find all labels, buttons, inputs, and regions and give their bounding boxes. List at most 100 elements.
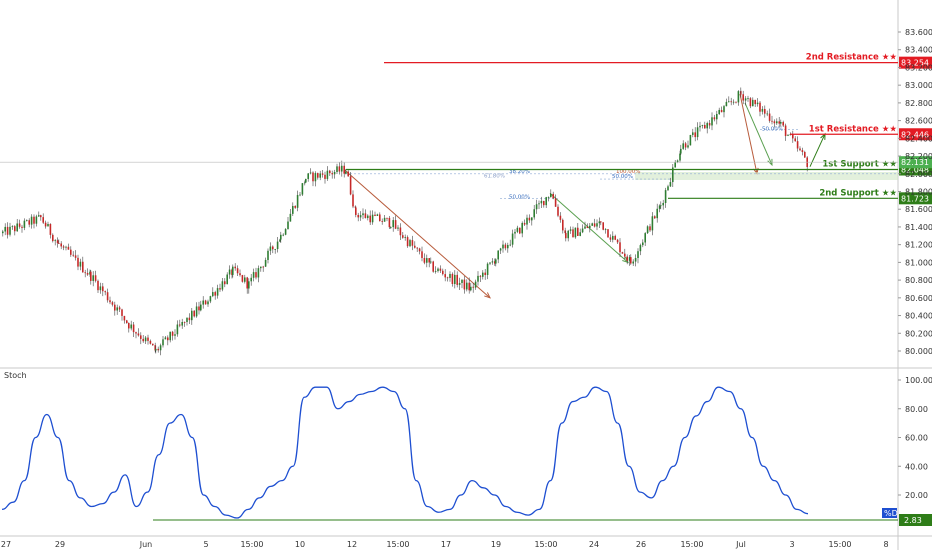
stoch-tick-label: 20.00: [905, 491, 928, 500]
candle-body: [414, 245, 416, 248]
candle-body: [392, 220, 394, 228]
candle-body: [704, 125, 706, 129]
time-tick-label: 5: [203, 540, 208, 549]
candle-body: [624, 253, 626, 257]
candle-body: [768, 113, 771, 121]
candle-body: [430, 261, 432, 263]
candle-body: [135, 332, 137, 334]
candle-body: [531, 217, 533, 221]
candle-body: [309, 172, 312, 174]
candle-body: [152, 343, 154, 346]
candle-body: [732, 101, 735, 103]
price-tick-label: 81.400: [905, 223, 932, 232]
candle-body: [543, 200, 545, 206]
levels: 2nd Resistance ★★83.254 1st Resistance ★★…: [0, 53, 932, 205]
fib-label: 50.00%: [612, 174, 633, 180]
candle-body: [333, 171, 336, 175]
candle-body: [607, 229, 609, 238]
candle-body: [167, 337, 169, 341]
price-tick-label: 83.600: [905, 28, 932, 37]
candle-body: [236, 268, 239, 274]
candle-body: [255, 272, 257, 278]
candle-body: [584, 226, 586, 229]
candle-body: [577, 227, 579, 236]
candle-body: [183, 321, 186, 323]
candle-body: [371, 214, 374, 223]
candle-body: [434, 271, 437, 272]
candle-body: [97, 280, 99, 291]
candle-body: [35, 216, 38, 224]
candle-body: [404, 237, 406, 238]
axes: 83.600 83.400 83.200 83.000 82.800 82.600 82.4…: [1, 28, 932, 549]
candle-body: [239, 273, 241, 276]
candle-body: [720, 109, 723, 113]
candle-body: [644, 233, 646, 243]
candle-body: [533, 209, 535, 218]
candle-body: [248, 281, 250, 289]
candle-body: [299, 194, 301, 196]
candle-body: [626, 256, 628, 261]
candle-body: [343, 165, 345, 174]
candle-body: [773, 121, 776, 124]
candle-body: [463, 279, 466, 290]
candle-body: [305, 178, 307, 183]
candle-body: [287, 221, 289, 230]
candle-body: [489, 262, 491, 264]
candle-body: [142, 338, 144, 342]
candle-body: [16, 223, 18, 232]
candle-body: [40, 215, 42, 218]
candle-body: [574, 227, 577, 238]
candle-body: [92, 275, 94, 281]
candle-body: [406, 237, 409, 247]
price-tick-label: 81.200: [905, 241, 932, 250]
candle-body: [186, 317, 188, 323]
candle-body: [526, 217, 528, 225]
candle-body: [689, 134, 692, 146]
stoch-legend-tag-text: %D: [884, 509, 898, 518]
candle-body: [181, 321, 183, 326]
candle-body: [54, 240, 56, 242]
candle-body: [111, 302, 114, 305]
candle-body: [179, 324, 181, 326]
candle-body: [494, 261, 496, 264]
candle-body: [479, 275, 482, 277]
candle-body: [699, 125, 701, 128]
candle-body: [586, 226, 589, 228]
level-price-tag-text: 82.446: [901, 130, 929, 139]
candle-body: [680, 148, 682, 154]
candle-body: [289, 213, 292, 222]
candle-body: [569, 229, 572, 231]
candle-body: [756, 102, 759, 105]
candle-body: [212, 292, 214, 297]
candle-body: [209, 296, 212, 302]
candle-body: [174, 334, 176, 336]
candle-body: [628, 257, 631, 261]
candle-body: [262, 266, 264, 268]
candle-body: [572, 229, 574, 238]
candle-body: [658, 205, 661, 209]
candle-body: [102, 286, 104, 292]
current-price-tag: [899, 156, 932, 169]
candle-body: [284, 229, 287, 235]
candle-body: [564, 230, 566, 234]
candle-body: [155, 348, 157, 351]
candle-body: [109, 300, 111, 303]
candle-body: [224, 281, 226, 285]
candle-body: [511, 233, 514, 245]
candle-body: [589, 225, 591, 228]
candle-body: [409, 240, 411, 247]
candle-body: [282, 234, 284, 236]
candle-body: [567, 230, 569, 239]
candle-body: [128, 323, 130, 329]
candle-body: [58, 243, 60, 244]
candle-body: [468, 282, 470, 291]
candle-body: [432, 261, 434, 272]
level-label: 2nd Support ★★: [819, 188, 897, 198]
candle-body: [523, 222, 526, 225]
candle-body: [562, 219, 564, 231]
stoch-level-tag-text: 2.83: [904, 516, 922, 525]
trend-arrow: [739, 93, 758, 174]
